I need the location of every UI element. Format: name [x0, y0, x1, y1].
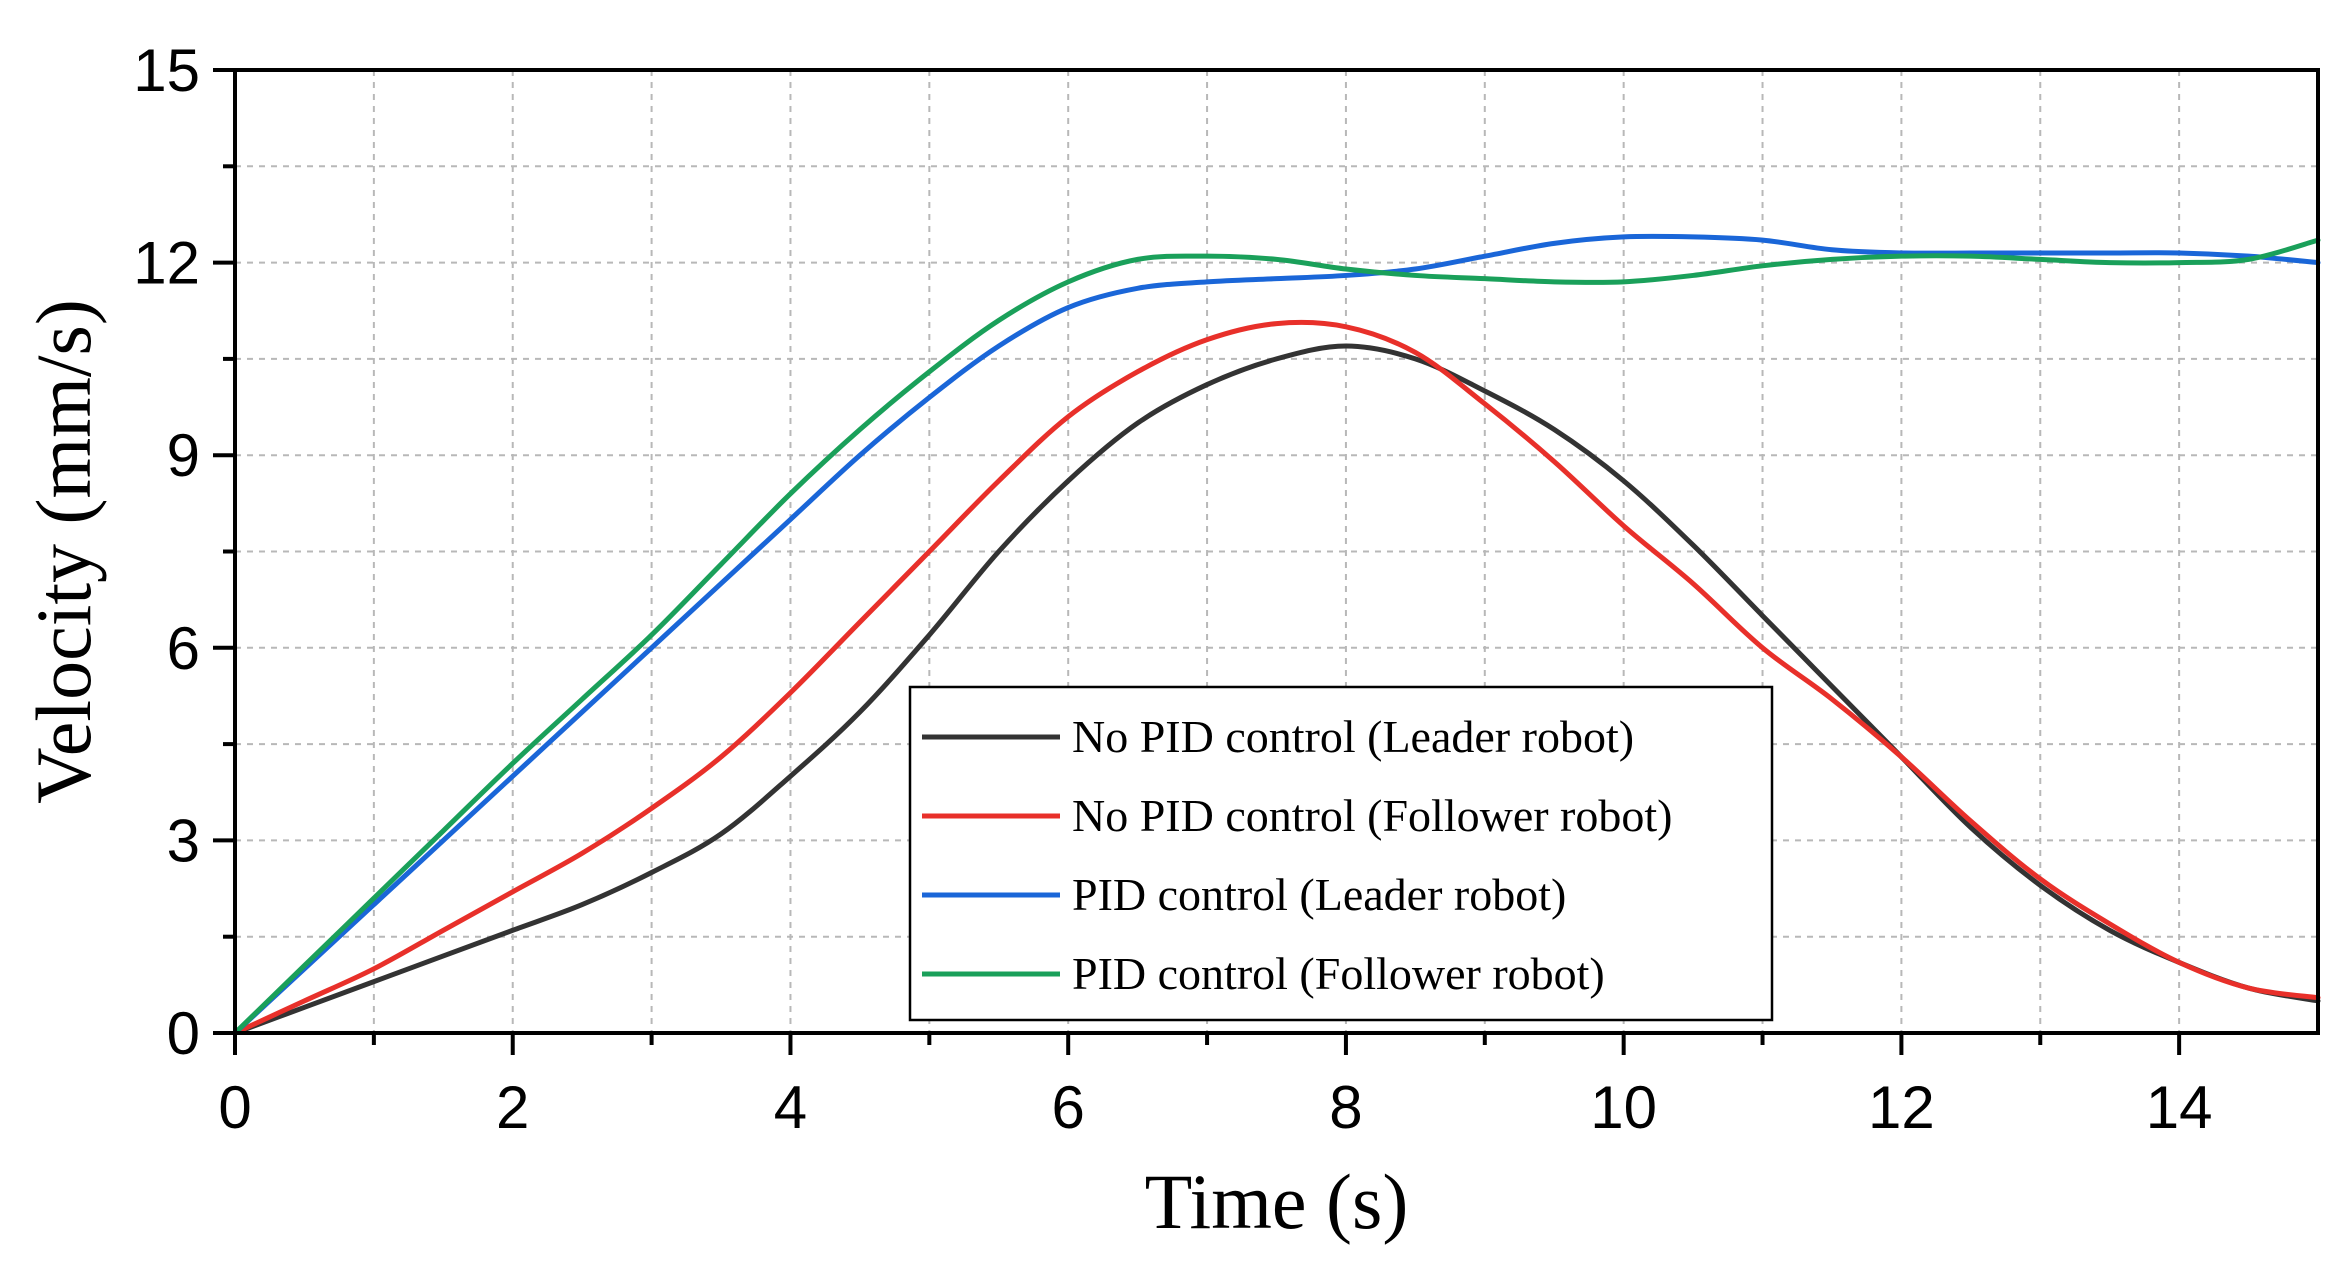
- legend: No PID control (Leader robot) No PID cont…: [908, 685, 1774, 1022]
- y-tick-label: 12: [133, 230, 200, 297]
- y-tick-label: 6: [167, 615, 200, 682]
- legend-box: [908, 685, 1774, 1022]
- x-axis-title: Time (s): [1145, 1158, 1409, 1245]
- x-tick-label: 0: [218, 1074, 251, 1141]
- legend-label-4: PID control (Follower robot): [1072, 948, 1605, 999]
- x-tick-label: 6: [1052, 1074, 1085, 1141]
- y-tick-label: 3: [167, 807, 200, 874]
- axis-ticks: 0 2 4 6 8 10 12 14 0 3 6 9 12 15: [133, 37, 2212, 1141]
- x-tick-label: 14: [2146, 1074, 2213, 1141]
- series-line-1: [232, 343, 2321, 1036]
- legend-label-2: No PID control (Follower robot): [1072, 790, 1672, 841]
- x-tick-label: 8: [1329, 1074, 1362, 1141]
- x-tick-label: 2: [496, 1074, 529, 1141]
- x-tick-label: 10: [1590, 1074, 1657, 1141]
- x-tick-label: 12: [1868, 1074, 1935, 1141]
- series-line-4: [232, 237, 2321, 1036]
- legend-label-3: PID control (Leader robot): [1072, 869, 1566, 920]
- series-line-2: [232, 319, 2321, 1036]
- legend-label-1: No PID control (Leader robot): [1072, 711, 1634, 762]
- series-group: [232, 233, 2321, 1036]
- y-axis-title: Velocity (mm/s): [20, 299, 107, 804]
- y-tick-label: 0: [167, 1000, 200, 1067]
- series-line-3: [232, 233, 2321, 1036]
- y-tick-label: 9: [167, 422, 200, 489]
- legend-entries: No PID control (Leader robot) No PID cont…: [922, 711, 1672, 999]
- x-tick-label: 4: [774, 1074, 807, 1141]
- y-tick-label: 15: [133, 37, 200, 104]
